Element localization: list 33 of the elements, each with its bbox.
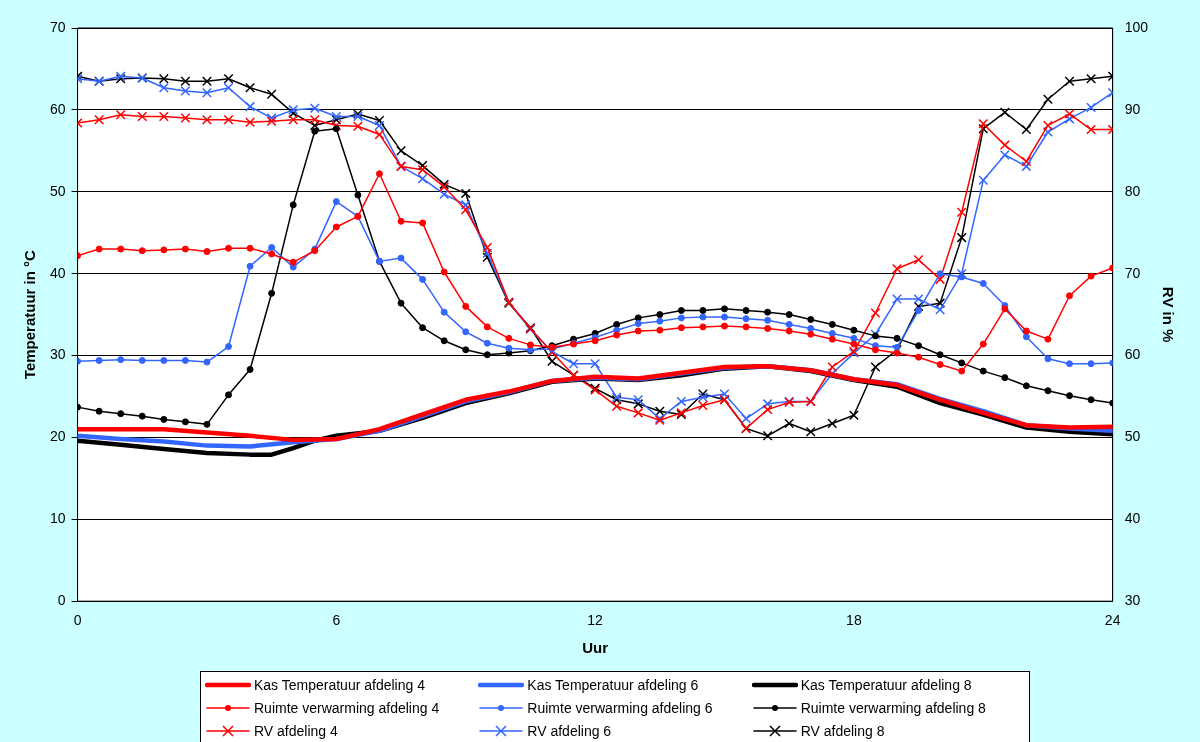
y-tick-label: 70 — [49, 18, 66, 35]
legend-label: Kas Temperatuur afdeling 6 — [527, 676, 699, 693]
y2-tick-label: 70 — [1124, 264, 1141, 281]
x-tick-label: 0 — [73, 612, 82, 629]
y-tick-label: 10 — [49, 510, 66, 527]
legend-label: Kas Temperatuur afdeling 4 — [254, 676, 425, 693]
y-tick-label: 50 — [49, 182, 66, 199]
x-tick-label: 12 — [587, 612, 604, 629]
y2-tick-label: 100 — [1124, 18, 1149, 35]
y-tick-label: 20 — [49, 428, 66, 445]
y2-tick-label: 90 — [1124, 100, 1141, 117]
y-tick-label: 0 — [57, 592, 66, 609]
y-tick-label: 30 — [49, 346, 66, 363]
legend-label: RV afdeling 4 — [254, 722, 338, 739]
legend-label: Ruimte verwarming afdeling 4 — [254, 699, 440, 716]
y2-tick-label: 60 — [1124, 346, 1141, 363]
legend-label: Ruimte verwarming afdeling 8 — [800, 699, 986, 716]
x-tick-label: 18 — [846, 612, 862, 629]
y2-tick-label: 30 — [1124, 592, 1141, 609]
y2-tick-label: 50 — [1124, 428, 1141, 445]
y-tick-label: 60 — [49, 100, 66, 117]
x-tick-label: 24 — [1104, 612, 1121, 629]
y-axis-title: Temperatuur in °C — [21, 249, 39, 380]
x-axis-title: Uur — [582, 639, 609, 657]
legend-label: Ruimte verwarming afdeling 6 — [527, 699, 713, 716]
y2-tick-label: 80 — [1124, 182, 1141, 199]
legend-label: Kas Temperatuur afdeling 8 — [800, 676, 972, 693]
y-tick-label: 40 — [49, 264, 66, 281]
x-tick-label: 6 — [332, 612, 341, 629]
legend-label: RV afdeling 6 — [527, 722, 612, 739]
y2-tick-label: 40 — [1124, 510, 1141, 527]
legend-label: RV afdeling 8 — [800, 722, 885, 739]
y2-axis-title: RV in % — [1159, 286, 1177, 343]
